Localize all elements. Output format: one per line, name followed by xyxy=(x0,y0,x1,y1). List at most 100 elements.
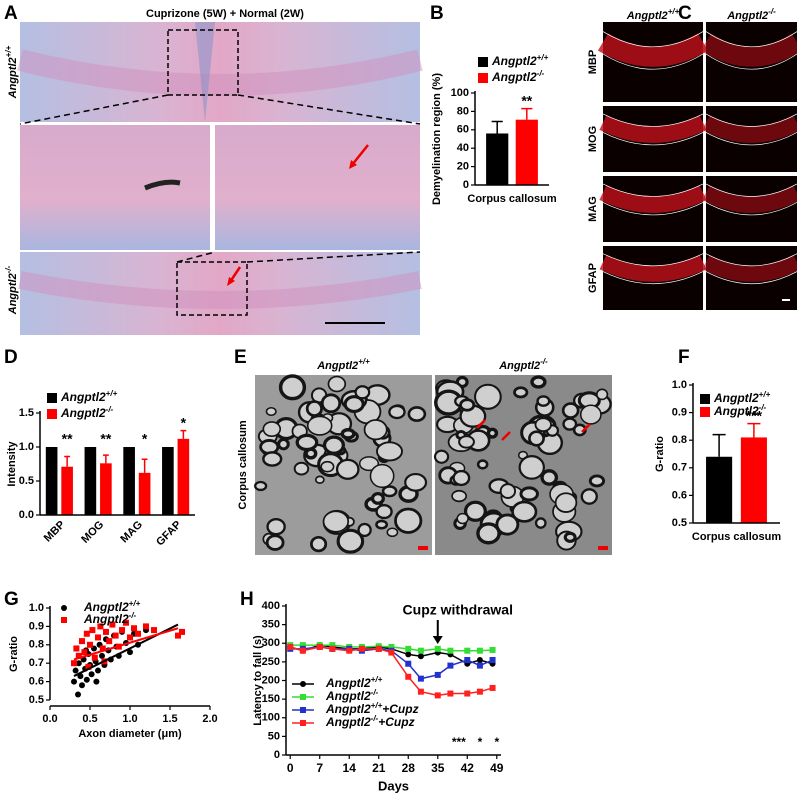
panel-label: A xyxy=(4,3,18,24)
axon-profile xyxy=(277,437,290,451)
axon-profile xyxy=(511,500,538,523)
axon-profile xyxy=(386,527,399,538)
y-tick-label: 150 xyxy=(262,693,280,705)
annotation: Cupz withdrawal xyxy=(403,602,513,618)
bar xyxy=(740,437,767,523)
axon-profile xyxy=(476,522,501,545)
axon-profile xyxy=(561,402,580,419)
axon-profile xyxy=(536,395,551,407)
y-tick-label: 1.0 xyxy=(29,602,44,614)
axon-profile xyxy=(340,428,356,440)
bar xyxy=(100,463,112,515)
x-tick-label: 7 xyxy=(316,761,323,775)
bar xyxy=(84,447,97,515)
legend-label-part: Angptl2 xyxy=(83,612,129,626)
axon-profile xyxy=(262,451,283,467)
myelin-band xyxy=(599,185,707,213)
arrow xyxy=(581,423,591,433)
marker xyxy=(61,617,67,623)
y-tick-label: 0.8 xyxy=(29,639,44,651)
x-axis-label: Axon diameter (μm) xyxy=(78,728,182,740)
y-tick-label: 0.7 xyxy=(29,657,44,669)
y-tick-label: 0.5 xyxy=(19,475,34,487)
axon-profile xyxy=(528,430,545,447)
legend-label-part: +Cupz xyxy=(378,715,414,729)
histology-image xyxy=(215,125,420,250)
panel-label: H xyxy=(240,589,254,610)
axon-profile xyxy=(376,441,403,462)
legend-label: Angptl2-/- xyxy=(60,405,114,420)
marker xyxy=(87,641,93,648)
marker xyxy=(71,660,77,667)
significance: * xyxy=(494,735,499,749)
arrow xyxy=(501,431,511,441)
column-label: Angptl2-/- xyxy=(726,7,776,22)
y-tick-label: 350 xyxy=(262,619,280,631)
bar xyxy=(177,438,190,515)
axon-profile xyxy=(336,528,365,554)
marker xyxy=(434,692,441,699)
marker xyxy=(85,663,92,670)
y-tick-label: 0.5 xyxy=(672,517,687,529)
significance: ** xyxy=(100,431,111,447)
legend-label: Angptl2+/+ xyxy=(491,53,549,68)
row-label: MAG xyxy=(587,196,599,222)
myelin-band xyxy=(702,115,797,143)
column-label-part: Angptl2 xyxy=(316,360,358,372)
legend-label: Angptl2+/+ xyxy=(325,675,383,690)
axon-profile xyxy=(304,447,318,460)
row-label-part: -/- xyxy=(4,265,13,273)
marker xyxy=(99,652,105,659)
scale-bar xyxy=(598,546,608,550)
marker xyxy=(95,634,101,641)
row-label: Angptl2-/- xyxy=(4,265,19,315)
marker xyxy=(179,628,185,635)
outline xyxy=(602,113,704,127)
ventricle xyxy=(195,22,215,122)
marker xyxy=(476,647,483,654)
axon-profile xyxy=(518,455,545,480)
axon-profile xyxy=(265,534,285,551)
axon-profile xyxy=(335,458,360,480)
axon-profile xyxy=(322,435,345,455)
y-axis-label: G-ratio xyxy=(8,636,20,672)
marker xyxy=(119,627,125,634)
axon-profile xyxy=(459,398,476,412)
axon-profile xyxy=(394,507,423,534)
legend-label-part: +/+ xyxy=(371,701,383,710)
marker xyxy=(95,667,101,674)
axon-profile xyxy=(293,461,310,476)
zoom-box xyxy=(176,261,248,316)
y-tick-label: 100 xyxy=(262,712,280,724)
y-axis-label: G-ratio xyxy=(654,436,666,472)
error-bar xyxy=(64,455,71,467)
error-bar xyxy=(712,433,726,457)
x-tick-label: 35 xyxy=(431,761,445,775)
axon-profile xyxy=(381,485,398,498)
legend-label: Angptl2+/++Cupz xyxy=(325,701,419,716)
marker xyxy=(93,678,100,685)
y-tick-label: 1.5 xyxy=(19,407,34,419)
myelin-band xyxy=(700,33,797,67)
outline xyxy=(602,253,704,267)
legend-label-part: +/+ xyxy=(759,390,771,399)
myelin-band xyxy=(599,115,707,143)
marker xyxy=(73,645,80,652)
axon-profile xyxy=(407,406,427,422)
legend-label-part: Angptl2 xyxy=(325,689,371,703)
marker xyxy=(464,657,471,664)
marker xyxy=(417,653,424,660)
legend-label-part: +/+ xyxy=(371,675,383,684)
axon-profile xyxy=(388,404,406,420)
outline xyxy=(705,31,797,48)
marker xyxy=(489,646,496,653)
legend-label-part: Angptl2 xyxy=(60,390,106,404)
marker xyxy=(300,694,306,700)
axon-profile xyxy=(404,472,428,492)
axon-profile xyxy=(458,435,475,449)
outline xyxy=(705,113,797,127)
column-label-part: Angptl2 xyxy=(726,10,768,22)
marker xyxy=(83,630,90,637)
legend-label-part: Angptl2 xyxy=(713,391,759,405)
